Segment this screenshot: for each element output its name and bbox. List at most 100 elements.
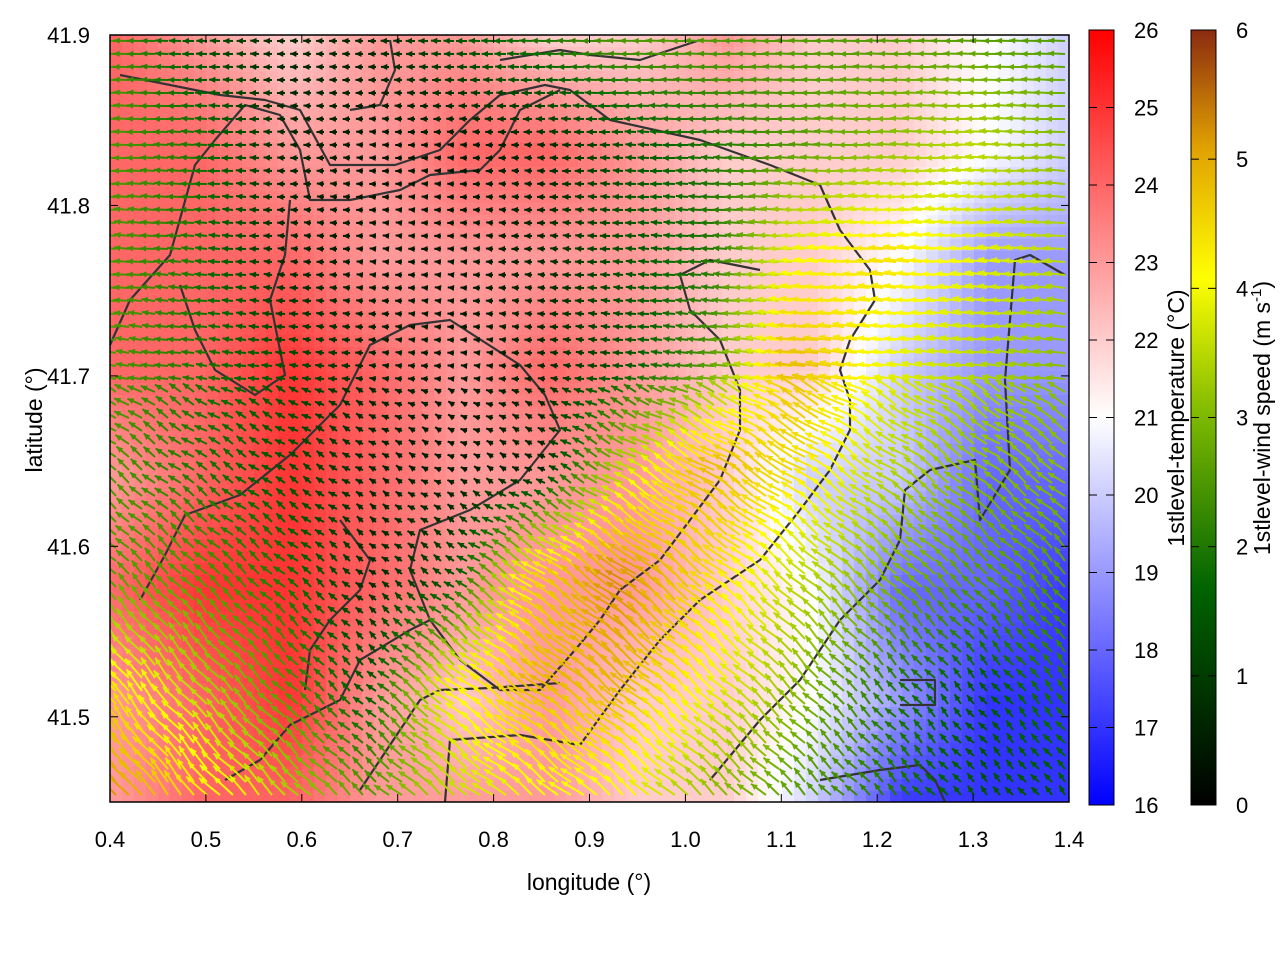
temperature-cell (374, 251, 387, 264)
temperature-cell (890, 275, 903, 288)
temperature-cell (470, 371, 483, 384)
temperature-cell (470, 227, 483, 240)
temperature-cell (458, 275, 471, 288)
temperature-cell (746, 119, 759, 132)
temperature-cell (890, 215, 903, 228)
temperature-cell (146, 143, 159, 156)
temperature-cell (386, 215, 399, 228)
temperature-cell (422, 323, 435, 336)
temperature-cell (578, 107, 591, 120)
temperature-cell (158, 131, 171, 144)
temperature-cell (614, 263, 627, 276)
temperature-cell (290, 275, 303, 288)
temperature-cell (566, 215, 579, 228)
temperature-cell (422, 407, 435, 420)
temperature-cell (758, 179, 771, 192)
temperature-cell (1022, 263, 1035, 276)
temperature-cell (254, 227, 267, 240)
temperature-cell (182, 131, 195, 144)
temperature-cell (986, 179, 999, 192)
temperature-cell (602, 335, 615, 348)
temperature-cell (746, 71, 759, 84)
temperature-cell (542, 119, 555, 132)
temperature-cell (194, 275, 207, 288)
temperature-cell (974, 179, 987, 192)
temperature-cell (374, 203, 387, 216)
temperature-cell (134, 263, 147, 276)
temperature-cell (554, 131, 567, 144)
temperature-cell (710, 227, 723, 240)
temperature-cell (422, 395, 435, 408)
temperature-cell (134, 119, 147, 132)
temperature-cell (302, 227, 315, 240)
temperature-cell (362, 203, 375, 216)
temperature-cell (158, 143, 171, 156)
temperature-cell (158, 227, 171, 240)
temperature-cell (566, 143, 579, 156)
temperature-cell (206, 71, 219, 84)
temperature-cell (458, 107, 471, 120)
temperature-cell (926, 275, 939, 288)
temperature-cell (398, 503, 411, 516)
temperature-cell (650, 263, 663, 276)
temperature-cell (806, 131, 819, 144)
temperature-cell (422, 203, 435, 216)
temperature-cell (314, 263, 327, 276)
temperature-cell (242, 191, 255, 204)
temperature-cell (362, 143, 375, 156)
temperature-cell (422, 227, 435, 240)
temperature-cell (974, 59, 987, 72)
temperature-cell (806, 59, 819, 72)
temperature-cell (350, 287, 363, 300)
temperature-cell (662, 263, 675, 276)
temperature-cell (422, 35, 435, 48)
temperature-cell (434, 107, 447, 120)
temperature-cell (518, 71, 531, 84)
temperature-cell (950, 143, 963, 156)
temperature-cell (578, 179, 591, 192)
temperature-cell (326, 167, 339, 180)
temperature-cell (542, 203, 555, 216)
temperature-cell (374, 179, 387, 192)
temperature-cell (938, 71, 951, 84)
temperature-cell (638, 59, 651, 72)
temperature-cell (410, 167, 423, 180)
temperature-cell (554, 203, 567, 216)
temperature-cell (386, 251, 399, 264)
temperature-cell (422, 335, 435, 348)
temperature-cell (998, 695, 1011, 708)
temperature-cell (1034, 227, 1047, 240)
temperature-cell (302, 287, 315, 300)
temperature-cell (206, 59, 219, 72)
temperature-cell (254, 323, 267, 336)
temperature-cell (794, 131, 807, 144)
temperature-cell (422, 191, 435, 204)
temperature-cell (302, 143, 315, 156)
temperature-cell (482, 371, 495, 384)
temperature-cell (158, 287, 171, 300)
temperature-cell (998, 143, 1011, 156)
temperature-cell (314, 119, 327, 132)
temperature-cell (386, 131, 399, 144)
temperature-cell (194, 287, 207, 300)
temperature-cell (710, 95, 723, 108)
temperature-cell (914, 131, 927, 144)
temperature-cell (602, 179, 615, 192)
temperature-cell (254, 203, 267, 216)
temperature-cell (230, 191, 243, 204)
temperature-cell (974, 287, 987, 300)
temperature-cell (134, 179, 147, 192)
temperature-cell (170, 119, 183, 132)
temperature-cell (1058, 215, 1069, 228)
temperature-cell (386, 119, 399, 132)
temperature-cell (626, 263, 639, 276)
temperature-cell (782, 179, 795, 192)
temperature-cell (518, 119, 531, 132)
temperature-cell (182, 275, 195, 288)
temperature-cell (242, 167, 255, 180)
temperature-cell (542, 107, 555, 120)
temperature-cell (470, 443, 483, 456)
temperature-cell (710, 275, 723, 288)
temperature-cell (422, 131, 435, 144)
temperature-cell (542, 131, 555, 144)
